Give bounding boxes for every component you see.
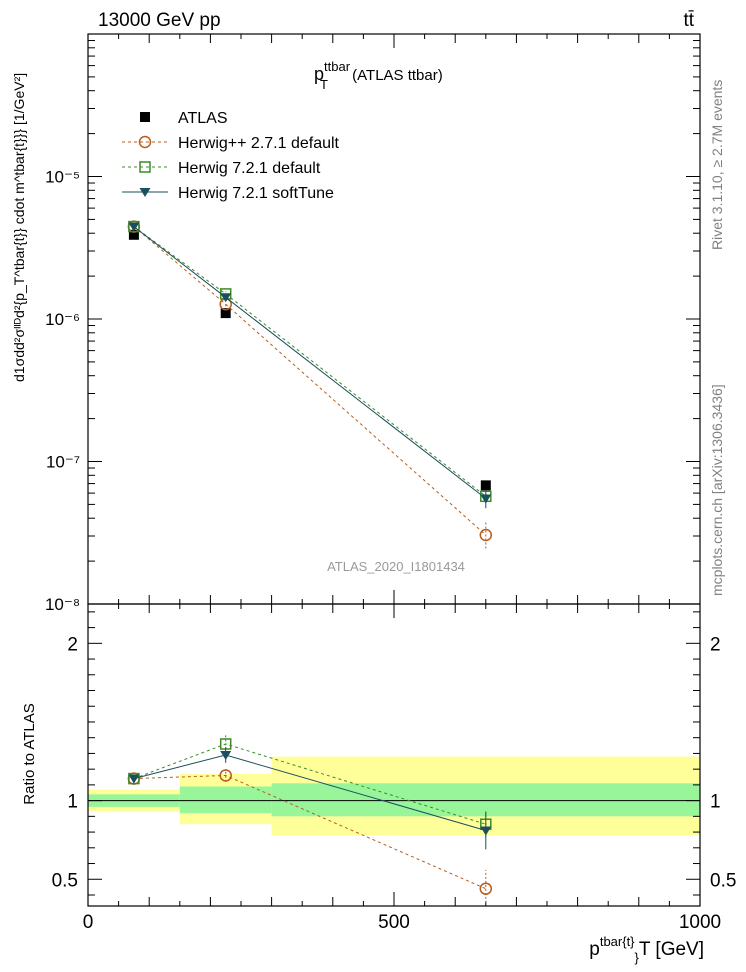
x-axis-label-sup: tbar{t}: [600, 934, 635, 949]
plot-title-suffix: (ATLAS ttbar): [348, 67, 443, 84]
legend-marker-herwig-7-2-1-default: [139, 161, 151, 173]
ratio-point-herwig-2-7-1-default: [219, 769, 232, 782]
legend-marker-herwig-2-7-1-default: [138, 135, 152, 149]
ratio-y-tick-label-right: 0.5: [710, 870, 736, 891]
x-tick-label: 0: [83, 912, 94, 933]
plot-title-sub: T: [320, 77, 328, 92]
data-point-herwig-7-2-1-softtune: [220, 293, 232, 303]
ratio-y-tick-label-left: 0.5: [52, 870, 78, 891]
ratio-line-herwig-2-7-1-default: [133, 774, 486, 890]
legend-label-herwig-2-7-1-default: Herwig++ 2.7.1 default: [178, 135, 340, 152]
ratio-band-inner-2: [271, 783, 700, 817]
y-tick-label: 10⁻⁶: [45, 310, 80, 329]
y-axis-label: d1σdd²σᴵᴵᴰd²{p_T^tbar{t}} cdot m^tbar{t}…: [11, 73, 27, 382]
data-point-atlas: [220, 308, 231, 319]
data-point-herwig-2-7-1-default: [479, 528, 493, 542]
plot-title-main: p: [314, 64, 324, 84]
ratio-point-herwig-2-7-1-default: [479, 882, 493, 895]
mcplots-label: mcplots.cern.ch [arXiv:1306.3436]: [709, 384, 725, 596]
y-tick-label: 10⁻⁸: [45, 595, 80, 614]
ratio-y-tick-label-right: 1: [710, 792, 721, 813]
legend-marker-atlas: [140, 112, 150, 122]
x-axis-label: ptbar{t}}T [GeV]: [589, 934, 704, 965]
ratio-band-inner-1: [179, 786, 272, 814]
energy-label: 13000 GeV pp: [98, 10, 221, 31]
data-point-atlas: [480, 480, 491, 491]
series-line-herwig-7-2-1-softtune: [133, 226, 487, 499]
legend-label-herwig-7-2-1-softtune: Herwig 7.2.1 softTune: [178, 185, 334, 202]
x-axis-label-sub: }: [635, 950, 640, 965]
rivet-label: Rivet 3.1.10, ≥ 2.7M events: [709, 80, 725, 250]
x-tick-label: 500: [378, 912, 410, 933]
x-axis-label-unit: T [GeV]: [639, 939, 704, 960]
legend-label-atlas: ATLAS: [178, 110, 228, 127]
data-point-herwig-7-2-1-softtune: [128, 222, 140, 232]
plot-title: pttbar T (ATLAS ttbar): [314, 59, 443, 92]
y-tick-label: 10⁻⁷: [46, 453, 80, 472]
x-tick-label: 1000: [679, 912, 721, 933]
x-axis-label-p: p: [589, 939, 600, 960]
series-line-herwig-7-2-1-default: [133, 226, 487, 497]
ratio-point-herwig-7-2-1-softtune: [480, 826, 492, 836]
ratio-y-axis-label: Ratio to ATLAS: [21, 703, 38, 804]
ratio-y-tick-label-left: 1: [67, 792, 78, 813]
series-line-herwig-2-7-1-default: [133, 226, 487, 536]
ratio-plot-frame: [87, 603, 701, 907]
legend-label-herwig-7-2-1-default: Herwig 7.2.1 default: [178, 160, 321, 177]
analysis-id: ATLAS_2020_I1801434: [327, 559, 465, 574]
data-point-herwig-7-2-1-softtune: [480, 494, 492, 504]
process-label: tt̄: [683, 10, 694, 31]
ratio-point-herwig-7-2-1-softtune: [220, 751, 232, 760]
ratio-y-tick-label-left: 2: [67, 634, 78, 655]
ratio-y-tick-label-right: 2: [710, 634, 721, 655]
legend-marker-herwig-7-2-1-softtune: [139, 188, 151, 197]
data-point-atlas: [128, 229, 139, 240]
plot-title-sup: ttbar: [324, 59, 351, 74]
y-tick-label: 10⁻⁵: [45, 168, 80, 187]
ratio-point-herwig-7-2-1-softtune: [128, 774, 140, 784]
